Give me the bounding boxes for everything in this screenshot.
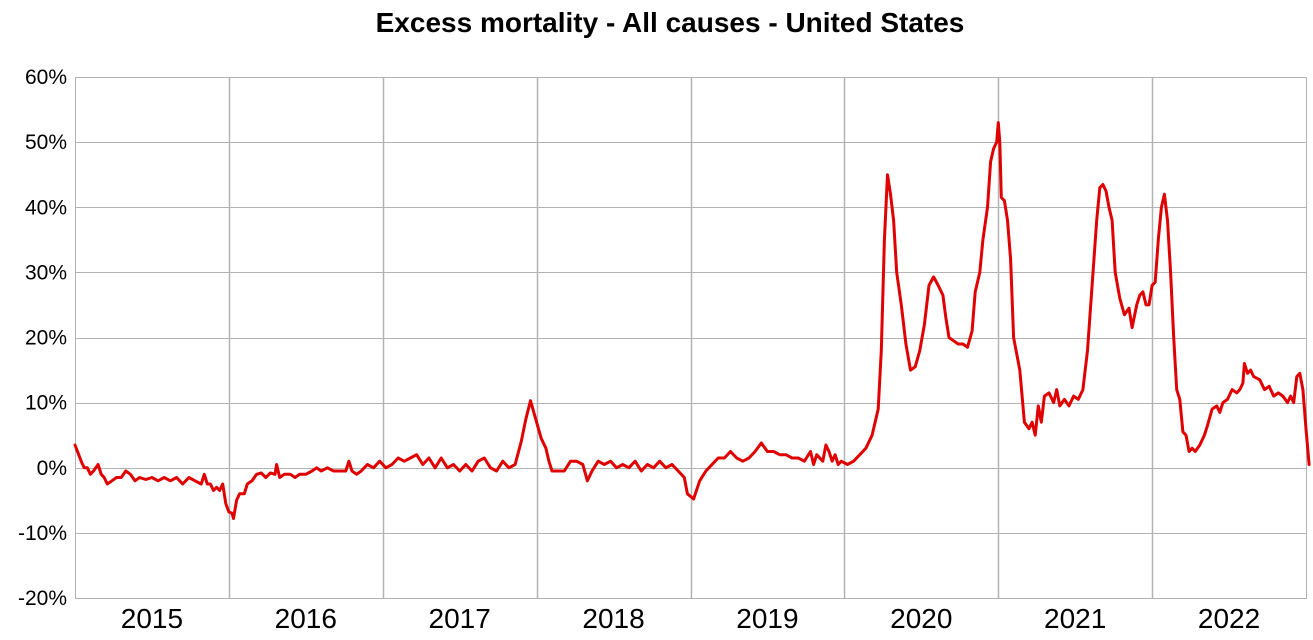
series-line-0 (73, 121, 1311, 520)
chart-title: Excess mortality - All causes - United S… (376, 7, 965, 38)
x-tick-label-2018: 2018 (582, 603, 644, 634)
x-tick-label-2015: 2015 (121, 603, 183, 634)
x-tick-label-2021: 2021 (1044, 603, 1106, 634)
y-tick-label: 60% (25, 66, 67, 89)
grid-lines (75, 77, 1306, 599)
plot-frame (75, 77, 1307, 599)
y-tick-label: 20% (25, 327, 67, 350)
x-tick-label-2019: 2019 (736, 603, 798, 634)
y-tick-label: 40% (25, 196, 67, 219)
y-tick-label: 10% (25, 392, 67, 415)
axes (75, 77, 1307, 599)
x-axis-tick-labels: 2015 2016 2017 2018 2019 2020 2021 2022 (121, 603, 1260, 634)
y-tick-label: 0% (37, 457, 67, 480)
x-tick-label-2017: 2017 (429, 603, 491, 634)
x-tick-label-2016: 2016 (275, 603, 337, 634)
y-axis-tick-labels: 60% 50% 40% 30% 20% 10% 0% -10% -20% (18, 66, 67, 610)
series-layer (73, 121, 1311, 520)
x-tick-label-2022: 2022 (1198, 603, 1260, 634)
x-tick-label-2020: 2020 (890, 603, 952, 634)
y-tick-label: 50% (25, 131, 67, 154)
y-tick-label: -10% (18, 522, 67, 545)
y-tick-label: 30% (25, 261, 67, 284)
y-tick-label: -20% (18, 587, 67, 610)
